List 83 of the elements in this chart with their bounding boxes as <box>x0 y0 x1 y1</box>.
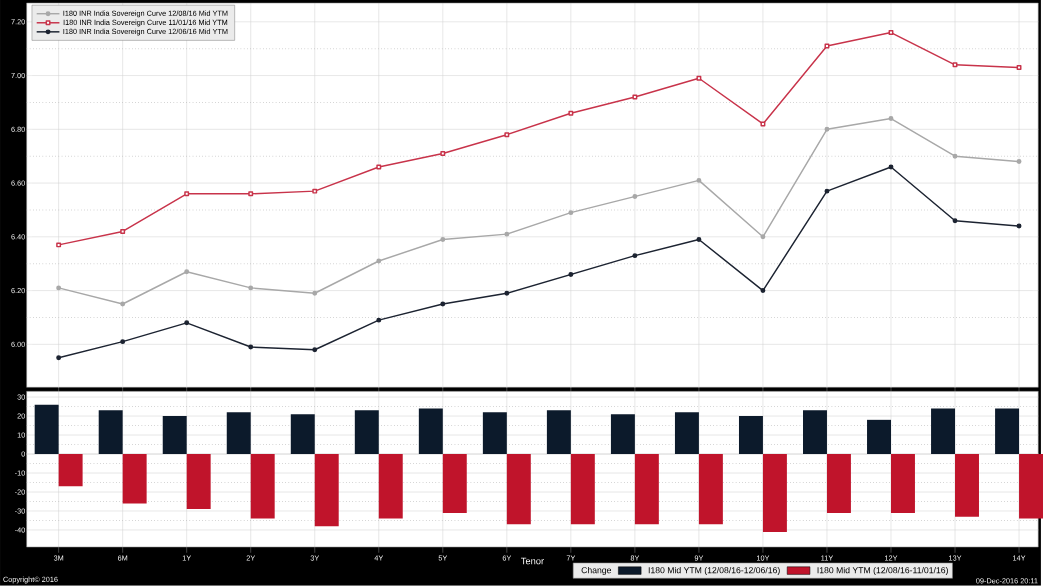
bar <box>314 454 339 527</box>
point <box>568 110 574 116</box>
legend-label: I180 Mid YTM (12/08/16-11/01/16) <box>817 567 948 576</box>
point <box>248 191 254 197</box>
bar <box>58 454 83 487</box>
bar <box>482 412 507 455</box>
bar <box>995 408 1020 455</box>
bar <box>931 408 956 455</box>
point <box>120 339 126 345</box>
point <box>504 132 510 138</box>
point <box>952 218 958 224</box>
point <box>888 116 894 122</box>
bar <box>546 410 571 455</box>
bar <box>250 454 275 519</box>
bar <box>122 454 147 504</box>
bar <box>378 454 403 519</box>
point <box>1016 159 1022 165</box>
bar <box>826 454 851 514</box>
point <box>120 301 126 307</box>
bar <box>1019 454 1043 519</box>
point <box>696 178 702 183</box>
point <box>696 75 702 81</box>
bar <box>226 412 251 455</box>
point <box>56 285 62 291</box>
bar <box>98 410 123 455</box>
bar <box>803 410 827 455</box>
point <box>952 62 958 68</box>
point <box>184 269 190 275</box>
bar <box>186 454 211 510</box>
point <box>248 285 254 291</box>
point <box>312 347 318 353</box>
point <box>376 258 382 264</box>
point <box>760 288 766 294</box>
point <box>632 194 638 200</box>
bar <box>354 410 379 455</box>
point <box>952 153 958 159</box>
bar <box>162 416 187 455</box>
point <box>632 94 638 100</box>
point <box>184 191 190 197</box>
point <box>1016 65 1022 71</box>
bar <box>738 416 763 455</box>
point <box>568 210 574 216</box>
bar <box>634 454 659 525</box>
point <box>440 301 446 307</box>
legend-label: I180 Mid YTM (12/08/16-12/06/16) <box>648 567 780 576</box>
point <box>1016 223 1022 229</box>
point <box>888 164 894 170</box>
point <box>376 164 382 170</box>
point <box>504 231 510 237</box>
bar <box>698 454 723 525</box>
bar <box>418 408 443 455</box>
point <box>56 355 62 361</box>
bar <box>955 454 979 517</box>
point <box>824 127 830 132</box>
bar <box>34 404 59 455</box>
point <box>440 237 446 243</box>
bar <box>610 414 635 455</box>
point <box>696 237 702 243</box>
point <box>312 188 318 194</box>
point <box>888 30 894 36</box>
bar <box>890 454 915 514</box>
point <box>376 317 382 323</box>
bar <box>442 454 467 514</box>
bar <box>867 419 891 455</box>
bar <box>570 454 595 525</box>
bar <box>674 412 699 455</box>
x-axis-title: Tenor <box>521 557 544 565</box>
point <box>248 344 254 350</box>
bar <box>762 454 787 533</box>
point <box>184 320 190 326</box>
point <box>760 121 766 127</box>
legend-title: Change <box>581 567 612 576</box>
point <box>632 253 638 259</box>
point <box>568 272 574 278</box>
point <box>312 290 318 296</box>
bar <box>506 454 531 525</box>
bar <box>290 414 315 455</box>
point <box>56 242 62 248</box>
point <box>440 151 446 157</box>
point <box>760 234 766 240</box>
point <box>824 188 830 194</box>
point <box>120 229 126 235</box>
point <box>504 290 510 296</box>
